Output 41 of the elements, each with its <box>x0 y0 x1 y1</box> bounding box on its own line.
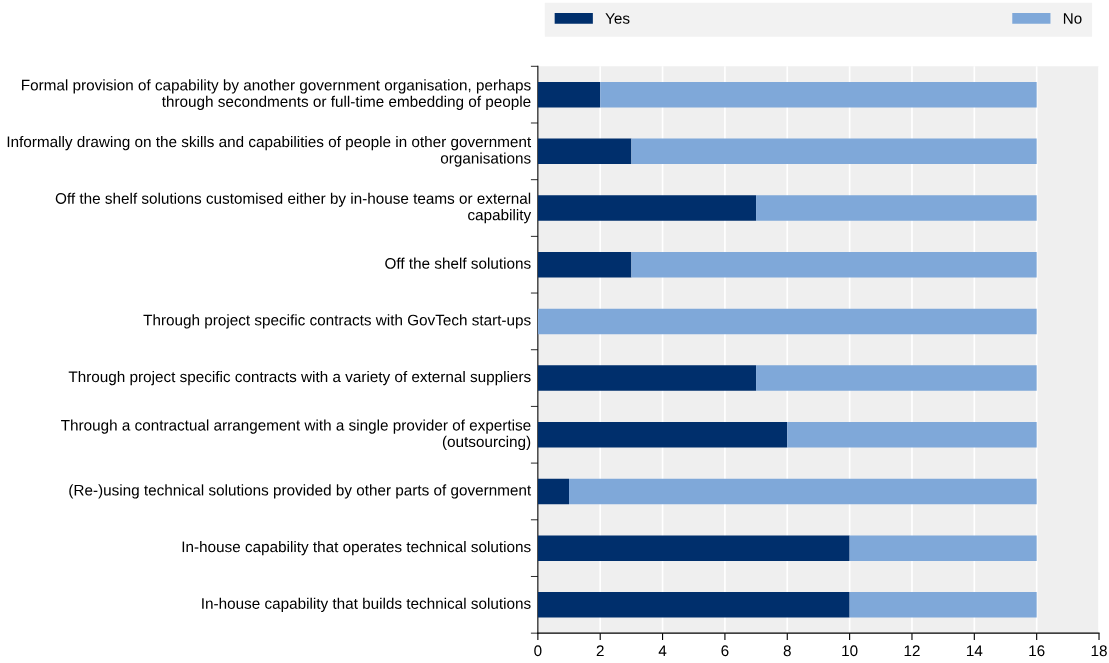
y-tick-label: (Re-)using technical solutions provided by other parts of government <box>69 484 532 499</box>
y-tick-label: Through project specific contracts with GovTech start-ups <box>143 314 531 329</box>
y-tick-label: Off the shelf solutions customised either by in-house teams or external capability <box>55 192 532 224</box>
bar <box>537 195 757 221</box>
bar <box>600 81 1037 108</box>
bar <box>849 535 1037 561</box>
y-tick-label: Informally drawing on the skills and capabilities of people in other government organisations <box>7 135 532 167</box>
x-tick-label: 2 <box>596 645 604 657</box>
y-tick-label: Formal provision of capability by another government organisation, perhaps through secondments or full-time embedding of people <box>22 79 531 110</box>
y-tick-label: In-house capability that builds technical solutions <box>202 597 531 612</box>
x-tick-label: 18 <box>1091 645 1107 657</box>
x-tick-label: 14 <box>966 645 983 657</box>
bar <box>537 535 850 561</box>
bar <box>756 365 1037 391</box>
y-tick-label: In-house capability that operates technical solutions <box>182 541 531 556</box>
bar <box>537 308 1037 335</box>
bar <box>849 592 1037 618</box>
bar <box>569 478 1037 505</box>
bar <box>631 138 1037 165</box>
x-tick-label: 8 <box>783 645 791 657</box>
legend-label: Yes <box>605 13 630 24</box>
x-tick-label: 6 <box>721 645 729 657</box>
legend-label: No <box>1063 13 1082 24</box>
x-tick-label: 10 <box>842 645 858 657</box>
y-tick-label: Through a contractual arrangement with a single provider of expertise (outsourcing) <box>61 419 531 451</box>
bar <box>537 422 788 448</box>
bar <box>787 422 1037 448</box>
y-tick-label: Through project specific contracts with a variety of external suppliers <box>68 370 531 386</box>
bar <box>631 251 1037 278</box>
x-tick-label: 4 <box>658 645 667 657</box>
x-tick-label: 0 <box>534 645 542 657</box>
bar <box>537 138 632 165</box>
bar <box>537 478 570 505</box>
x-tick-label: 16 <box>1029 645 1045 657</box>
bar <box>537 592 850 618</box>
y-tick-label: Off the shelf solutions <box>385 257 531 269</box>
bar <box>537 365 757 391</box>
bar <box>537 251 632 278</box>
x-tick-label: 12 <box>904 645 920 657</box>
bar <box>756 195 1037 221</box>
bar <box>537 81 601 108</box>
